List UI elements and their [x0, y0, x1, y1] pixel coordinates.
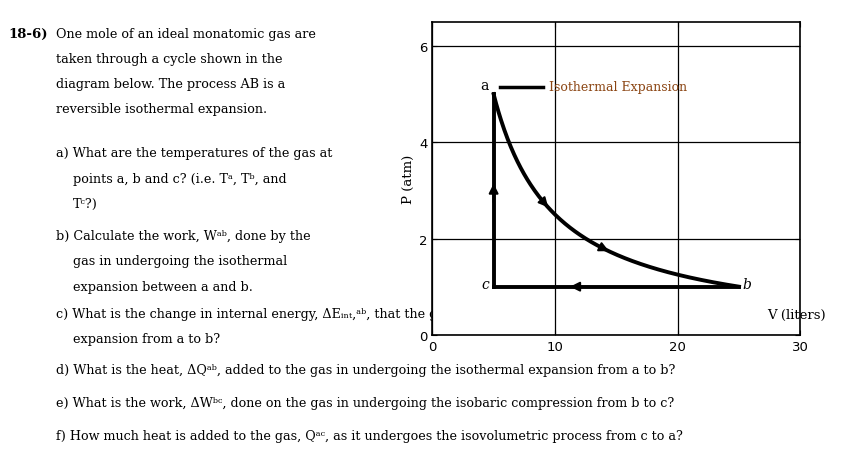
Text: V (liters): V (liters): [768, 308, 826, 321]
Text: taken through a cycle shown in the: taken through a cycle shown in the: [56, 53, 282, 66]
Text: c) What is the change in internal energy, ΔEᵢₙₜ,ᵃᵇ, that the gas undergoes in th: c) What is the change in internal energy…: [56, 308, 637, 320]
Text: c: c: [481, 278, 489, 291]
Text: 18-6): 18-6): [9, 28, 48, 40]
Y-axis label: P (atm): P (atm): [401, 154, 415, 204]
Text: Isothermal Expansion: Isothermal Expansion: [549, 81, 687, 94]
Text: a) What are the temperatures of the gas at: a) What are the temperatures of the gas …: [56, 147, 332, 160]
Text: reversible isothermal expansion.: reversible isothermal expansion.: [56, 103, 267, 116]
Text: e) What is the work, ΔWᵇᶜ, done on the gas in undergoing the isobaric compressio: e) What is the work, ΔWᵇᶜ, done on the g…: [56, 396, 674, 409]
Text: f) How much heat is added to the gas, Qᵃᶜ, as it undergoes the isovolumetric pro: f) How much heat is added to the gas, Qᵃ…: [56, 429, 682, 442]
Text: expansion between a and b.: expansion between a and b.: [73, 280, 253, 293]
Text: expansion from a to b?: expansion from a to b?: [73, 333, 220, 346]
Text: a: a: [480, 78, 489, 93]
Text: Τᶜ?): Τᶜ?): [73, 197, 98, 210]
Text: b) Calculate the work, Wᵃᵇ, done by the: b) Calculate the work, Wᵃᵇ, done by the: [56, 230, 310, 242]
Text: One mole of an ideal monatomic gas are: One mole of an ideal monatomic gas are: [56, 28, 316, 40]
Text: d) What is the heat, ΔQᵃᵇ, added to the gas in undergoing the isothermal expansi: d) What is the heat, ΔQᵃᵇ, added to the …: [56, 363, 675, 376]
Text: diagram below. The process AB is a: diagram below. The process AB is a: [56, 78, 285, 91]
Text: gas in undergoing the isothermal: gas in undergoing the isothermal: [73, 255, 287, 268]
Text: points a, b and c? (i.e. Τᵃ, Τᵇ, and: points a, b and c? (i.e. Τᵃ, Τᵇ, and: [73, 172, 287, 185]
Text: b: b: [743, 278, 752, 291]
